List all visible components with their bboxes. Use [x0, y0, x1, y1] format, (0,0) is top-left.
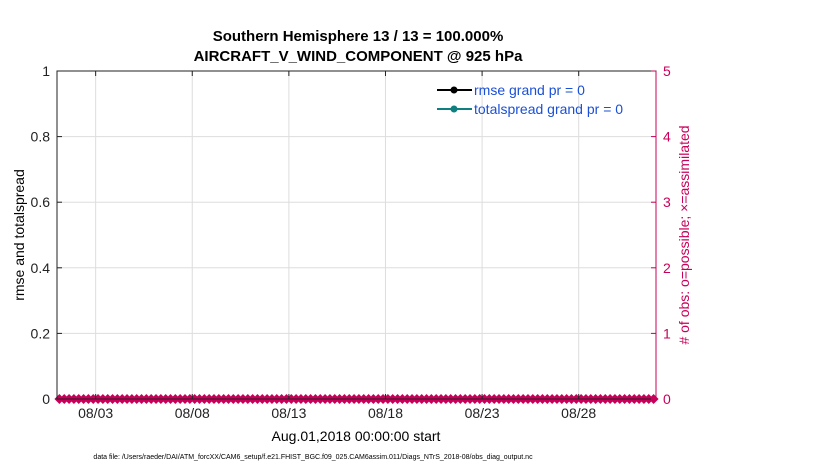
y-right-tick-label: 2	[663, 260, 671, 276]
y-tick-label: 1	[42, 63, 50, 79]
y-right-tick-label: 5	[663, 63, 671, 79]
y-right-tick-label: 3	[663, 194, 671, 210]
plot-area	[56, 70, 657, 400]
legend-rmse-label: rmse grand pr = 0	[474, 82, 585, 98]
y-tick-label: 0	[42, 391, 50, 407]
x-tick-label: 08/13	[271, 405, 306, 421]
y-right-tick-label: 0	[663, 391, 671, 407]
x-tick-label: 08/23	[465, 405, 500, 421]
x-tick-label: 08/03	[78, 405, 113, 421]
y-tick-label: 0.8	[31, 129, 51, 145]
chart-title: Southern Hemisphere 13 / 13 = 100.000%	[213, 28, 504, 45]
x-tick-label: 08/18	[368, 405, 403, 421]
legend-rmse-marker	[450, 86, 458, 94]
legend-totalspread-marker	[450, 105, 458, 113]
footnote: data file: /Users/raeder/DAI/ATM_forcXX/…	[93, 454, 533, 461]
legend: rmse grand pr = 0 totalspread grand pr =…	[437, 82, 623, 117]
chart-subtitle: AIRCRAFT_V_WIND_COMPONENT @ 925 hPa	[194, 48, 524, 65]
grid-lines	[57, 71, 656, 399]
y-right-tick-label: 1	[663, 325, 671, 341]
x-tick-label: 08/08	[175, 405, 210, 421]
y-tick-label: 0.2	[31, 325, 51, 341]
y-tick-label: 0.4	[31, 260, 51, 276]
y-axis-right-label: # of obs: o=possible; ×=assimilated	[676, 125, 692, 344]
axis-ticks: 08/03 08/08 08/13 08/18 08/23 08/28 0 0.2 0.4 0.6…	[31, 63, 671, 421]
x-tick-label: 08/28	[561, 405, 596, 421]
y-axis-label: rmse and totalspread	[11, 169, 27, 301]
y-right-tick-label: 4	[663, 129, 671, 145]
x-axis-label: Aug.01,2018 00:00:00 start	[272, 428, 441, 444]
legend-totalspread-label: totalspread grand pr = 0	[474, 101, 623, 117]
y-tick-label: 0.6	[31, 194, 51, 210]
